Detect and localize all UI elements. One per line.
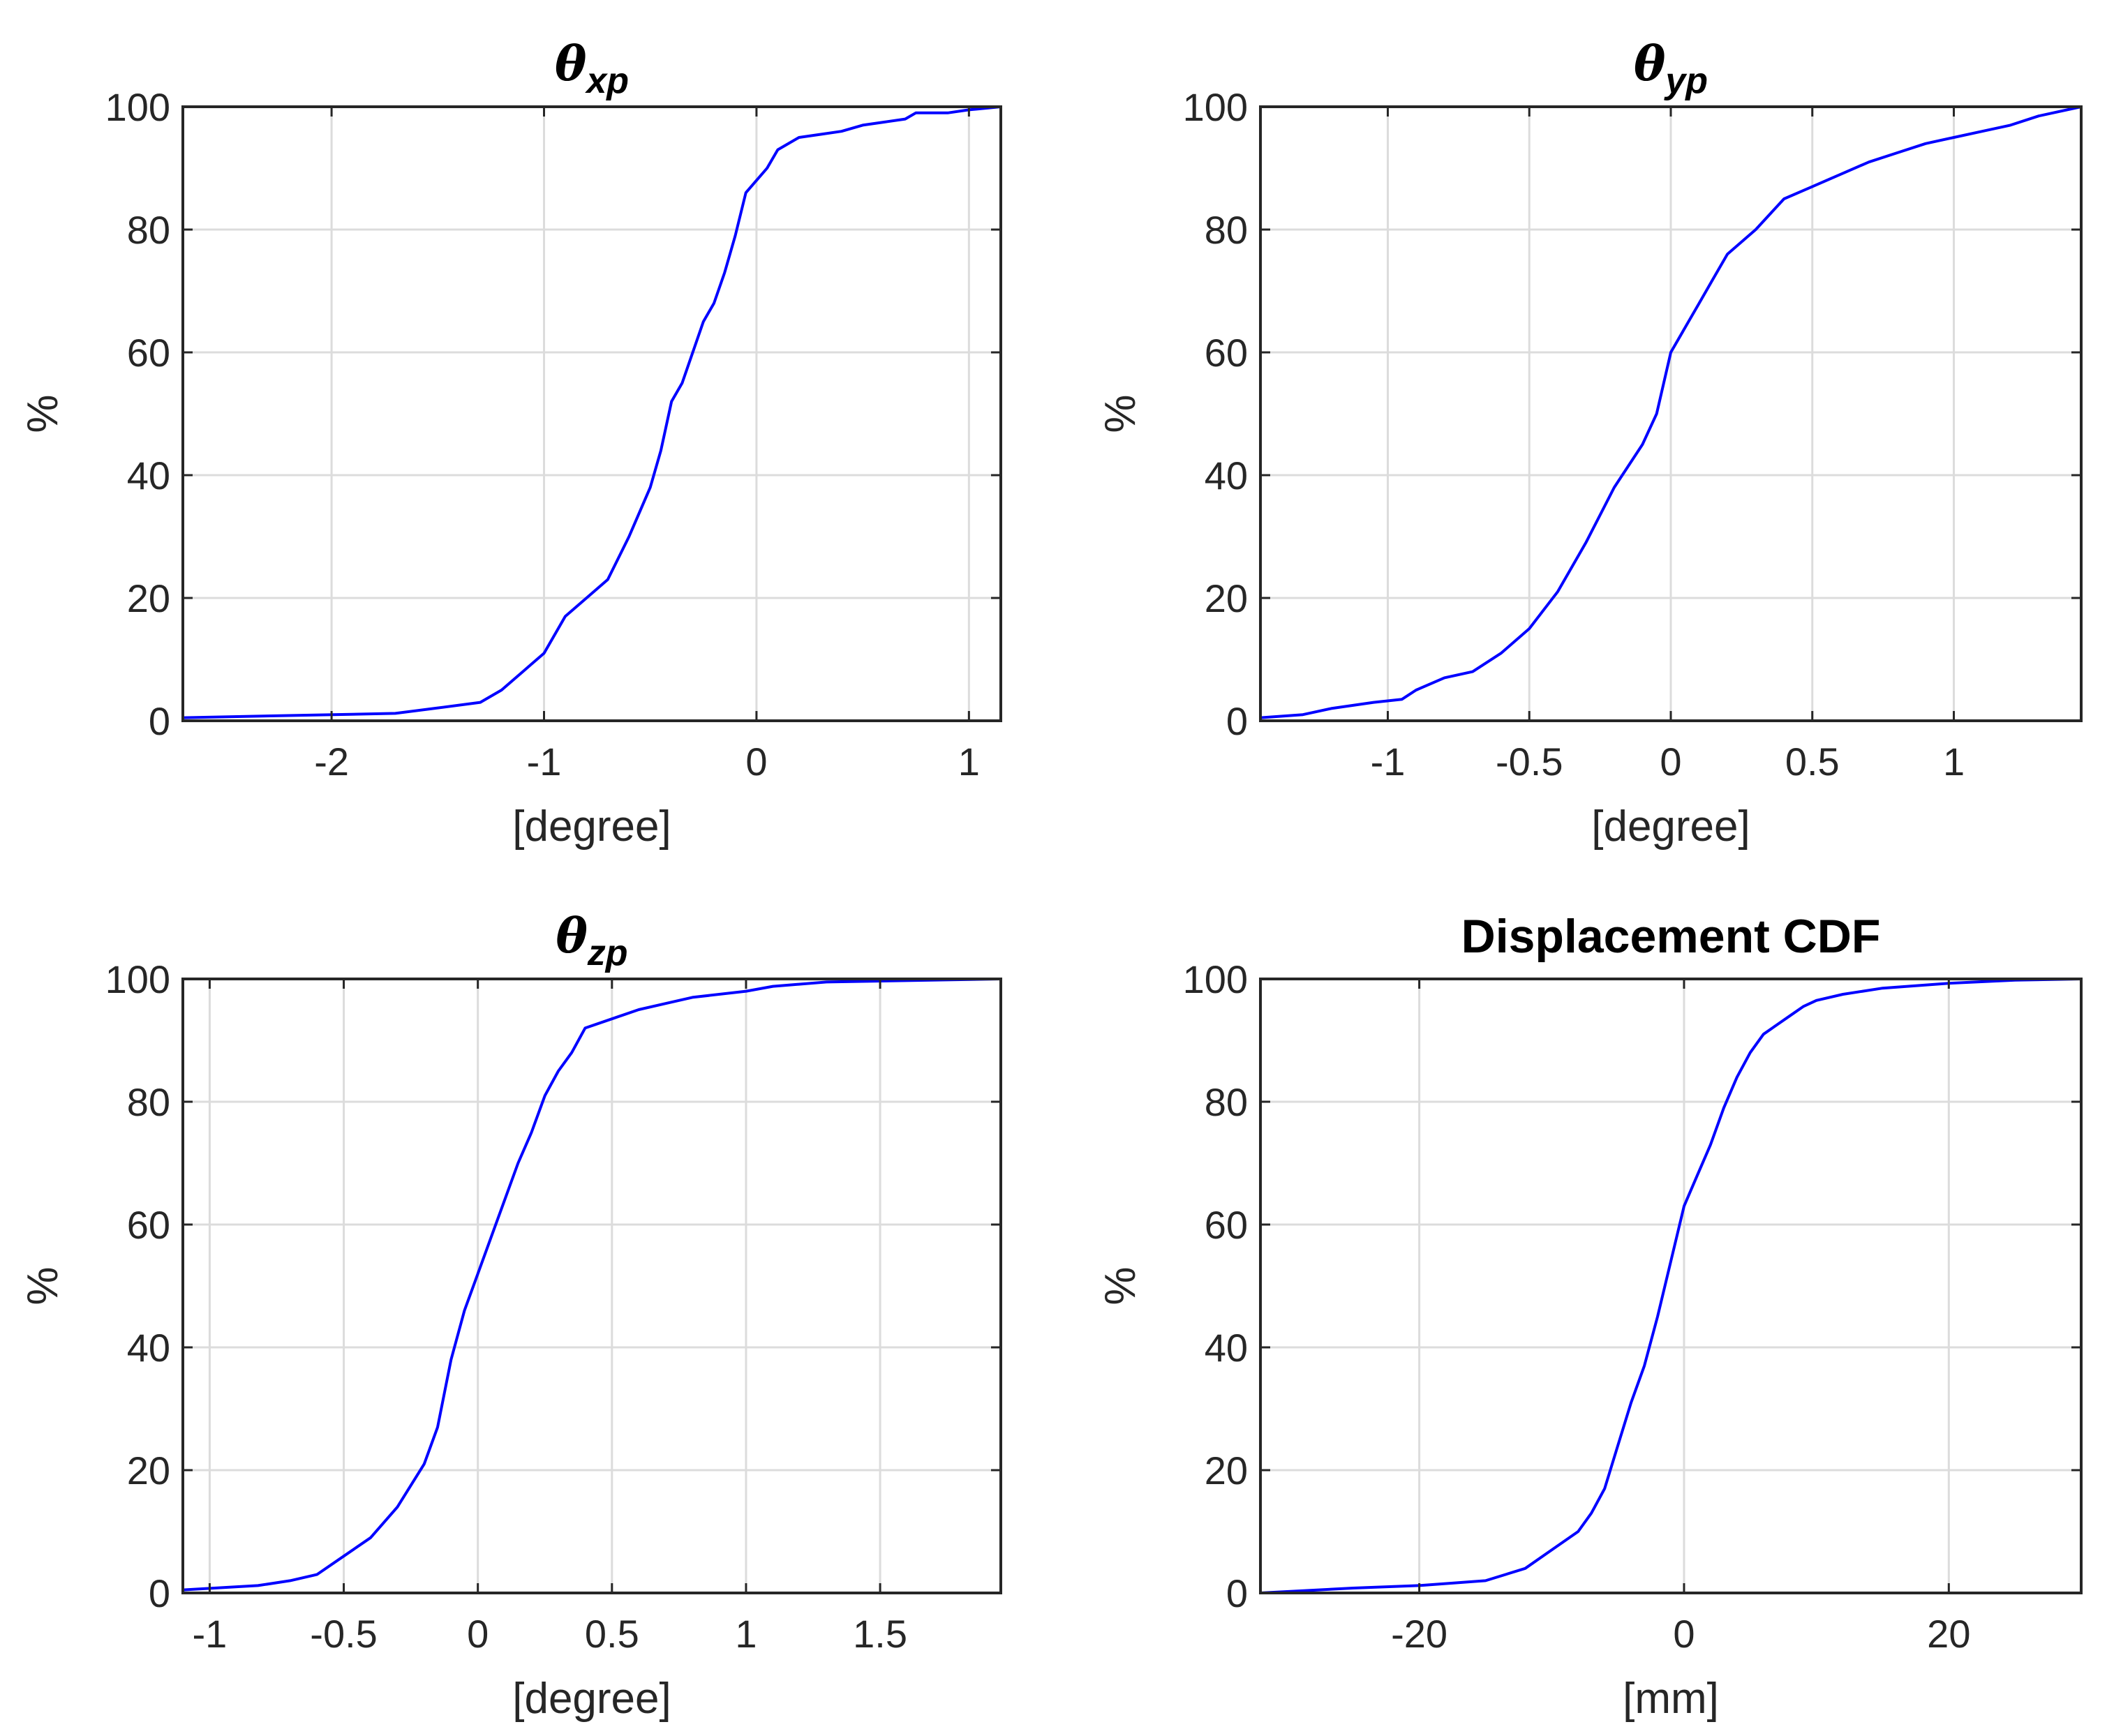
displacement-x-tick-label-0: -20 [1391,1612,1447,1656]
theta-zp-x-tick-label-0: -1 [193,1612,228,1656]
theta-zp-y-tick-label-4: 80 [127,1080,170,1124]
theta-xp-title: θxp [555,36,629,101]
theta-yp-y-tick-label-3: 60 [1205,331,1248,375]
theta-xp-y-tick-label-2: 40 [127,454,170,497]
theta-xp-y-tick-label-0: 0 [149,699,170,743]
theta-yp-y-tick-label-5: 100 [1183,85,1248,129]
theta-yp-y-axis-label: % [1096,394,1145,433]
theta-xp-cdf-line [182,105,1002,719]
displacement-plot-frame [1259,978,2083,1594]
theta-yp-x-tick-label-2: 0 [1660,740,1681,784]
theta-yp-x-tick-label-1: -0.5 [1496,740,1563,784]
displacement-y-tick-label-0: 0 [1226,1571,1248,1615]
theta-xp-x-tick-label-1: -1 [527,740,562,784]
displacement-y-tick-label-5: 100 [1183,957,1248,1001]
theta-zp-x-tick-label-2: 0 [467,1612,489,1656]
theta-zp-x-tick-label-3: 0.5 [585,1612,639,1656]
theta-xp-x-tick-label-2: 0 [745,740,767,784]
theta-zp-y-tick-label-1: 20 [127,1449,170,1492]
theta-xp-y-axis-label: % [19,394,67,433]
theta-xp-x-axis-label: [degree] [512,802,671,851]
theta-zp-y-axis-label: % [19,1266,67,1305]
theta-zp-title: θzp [556,908,627,973]
theta-zp-y-tick-label-3: 60 [127,1203,170,1247]
displacement-y-tick-label-4: 80 [1205,1080,1248,1124]
theta-zp-x-tick-label-4: 1 [735,1612,757,1656]
theta-yp-x-axis-label: [degree] [1591,802,1750,851]
chart-displacement-cdf: -20 0 20 0 20 40 60 80 100 Displacement CDF [mm]… [1096,910,2083,1723]
displacement-x-axis-label: [mm] [1623,1675,1719,1723]
displacement-y-tick-label-3: 60 [1205,1203,1248,1247]
theta-xp-x-tick-label-3: 1 [958,740,980,784]
theta-xp-y-tick-label-5: 100 [105,85,170,129]
theta-zp-cdf-line [182,978,1002,1592]
theta-yp-y-tick-label-4: 80 [1205,208,1248,252]
theta-yp-x-tick-label-3: 0.5 [1785,740,1840,784]
theta-xp-y-tick-label-1: 20 [127,576,170,620]
theta-zp-plot-frame [181,978,1002,1594]
theta-zp-y-tick-label-2: 40 [127,1326,170,1370]
theta-yp-x-tick-label-0: -1 [1371,740,1406,784]
theta-zp-y-tick-label-5: 100 [105,957,170,1001]
theta-xp-y-tick-label-4: 80 [127,208,170,252]
theta-xp-x-tick-label-0: -2 [314,740,349,784]
displacement-y-axis-label: % [1096,1266,1145,1305]
theta-yp-title: θyp [1634,36,1708,101]
theta-zp-x-tick-label-1: -0.5 [310,1612,378,1656]
theta-zp-x-tick-label-5: 1.5 [853,1612,907,1656]
theta-yp-cdf-line [1260,105,2082,719]
displacement-x-tick-label-2: 20 [1927,1612,1970,1656]
theta-xp-plot-frame [181,105,1002,722]
theta-zp-y-tick-label-0: 0 [149,1571,170,1615]
displacement-title: Displacement CDF [1461,910,1881,963]
theta-xp-y-tick-label-3: 60 [127,331,170,375]
theta-zp-x-axis-label: [degree] [512,1675,671,1723]
theta-yp-x-tick-label-4: 1 [1943,740,1965,784]
chart-theta-yp: -1 -0.5 0 0.5 1 0 20 40 60 80 100 θyp [degree] % [1096,36,2083,851]
theta-yp-y-tick-label-0: 0 [1226,699,1248,743]
displacement-y-tick-label-2: 40 [1205,1326,1248,1370]
displacement-x-tick-label-1: 0 [1673,1612,1695,1656]
displacement-y-tick-label-1: 20 [1205,1449,1248,1492]
theta-yp-y-tick-label-2: 40 [1205,454,1248,497]
theta-yp-y-tick-label-1: 20 [1205,576,1248,620]
displacement-cdf-line [1260,978,2082,1594]
